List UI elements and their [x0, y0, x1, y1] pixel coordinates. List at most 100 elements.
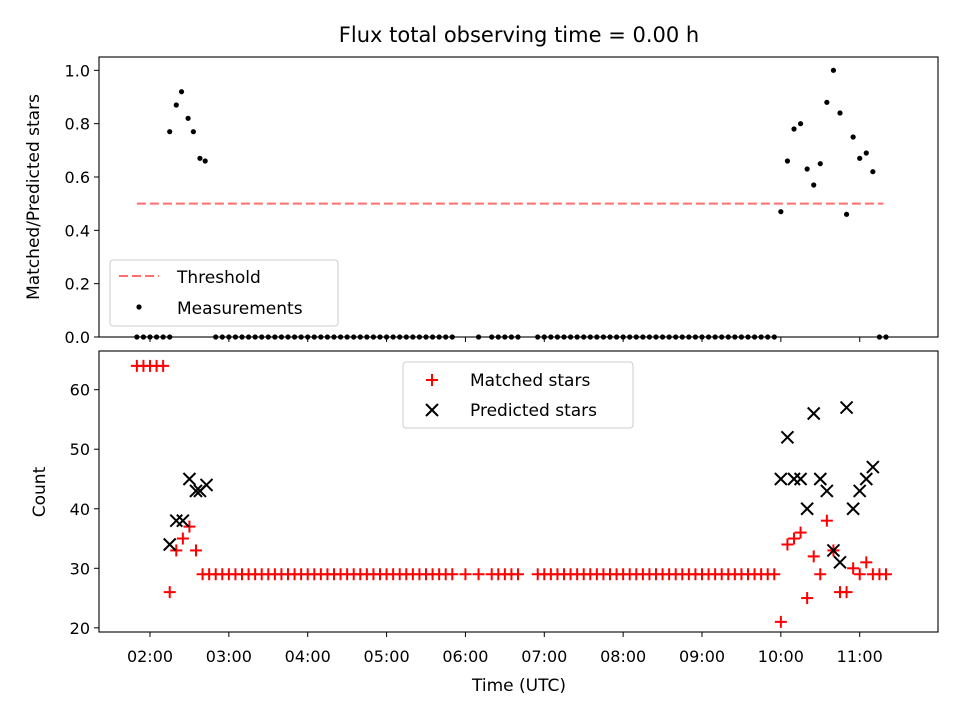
measurement-point	[784, 158, 791, 164]
measurement-point	[178, 89, 185, 95]
matched-point	[183, 520, 196, 533]
predicted-point	[859, 472, 873, 486]
count-legend: Matched stars Predicted stars	[402, 361, 634, 429]
predicted-point	[839, 400, 854, 415]
matched-point	[774, 615, 787, 628]
ratio-y-tick-label: 1.0	[65, 61, 90, 80]
legend-measurements-marker	[136, 304, 142, 310]
x-tick-label: 07:00	[521, 647, 567, 666]
ratio-panel: 0.0 0.2 0.4 0.6 0.8 1.0 Matched/Predicted sta…	[24, 56, 939, 347]
matched-point	[880, 568, 892, 581]
x-tick-label: 02:00	[127, 647, 173, 666]
measurement-point	[850, 134, 856, 140]
legend-measurements-label: Measurements	[177, 299, 303, 319]
measurement-point	[185, 115, 191, 121]
matched-point	[840, 586, 853, 599]
matched-point	[820, 514, 833, 527]
count-y-axis-label: Count	[30, 466, 50, 517]
measurement-point	[173, 102, 179, 108]
count-panel: 20 30 40 50 60 02:00 03:00 04:00 05:00 06:00 07:0…	[30, 350, 939, 696]
measurement-point	[863, 150, 869, 156]
matched-point	[163, 586, 176, 599]
matched-point	[472, 568, 485, 581]
ratio-legend: Threshold Measurements	[109, 259, 339, 327]
predicted-point	[793, 472, 808, 486]
x-tick-label: 05:00	[364, 647, 410, 666]
measurement-point	[797, 121, 804, 127]
x-tick-label: 09:00	[679, 647, 725, 666]
matched-point	[781, 538, 794, 551]
x-tick-label: 06:00	[442, 647, 488, 666]
measurement-point	[778, 209, 784, 215]
measurement-point	[843, 211, 850, 217]
ratio-y-tick-label: 0.2	[65, 275, 90, 294]
count-y-tick-label: 20	[70, 619, 90, 638]
x-tick-label: 03:00	[206, 647, 252, 666]
x-tick-label: 10:00	[758, 647, 804, 666]
legend-matched-marker	[426, 374, 438, 386]
matched-point	[853, 568, 866, 581]
matched-point	[176, 532, 189, 545]
predicted-point	[189, 484, 203, 498]
matched-point	[814, 568, 827, 581]
predicted-point	[169, 513, 183, 528]
ratio-plot-frame	[98, 56, 939, 338]
matched-point	[794, 526, 807, 539]
x-tick-label: 04:00	[285, 647, 331, 666]
ratio-y-tick-label: 0.8	[65, 115, 90, 134]
matched-point	[170, 544, 183, 557]
matched-point	[847, 562, 860, 575]
matched-point	[801, 592, 814, 605]
predicted-point	[787, 472, 801, 486]
count-y-tick-label: 50	[70, 440, 90, 459]
measurement-point	[824, 99, 830, 105]
predicted-point	[199, 478, 214, 492]
count-legend-box	[402, 361, 634, 429]
matched-point	[512, 568, 524, 581]
matched-point	[157, 359, 170, 372]
matched-point	[807, 550, 820, 563]
predicted-point	[774, 472, 788, 486]
predicted-point	[163, 537, 177, 552]
measurement-point	[804, 166, 810, 172]
ratio-y-tick-label: 0.6	[65, 168, 90, 187]
legend-threshold-label: Threshold	[176, 268, 261, 288]
count-y-tick-label: 40	[70, 500, 90, 519]
matched-point	[860, 556, 873, 569]
measurement-point	[817, 161, 823, 167]
predicted-point	[826, 543, 841, 558]
matched-point	[788, 532, 800, 545]
ratio-y-tick-label: 0.0	[65, 328, 90, 347]
measurement-point	[857, 155, 863, 161]
measurement-point	[190, 129, 196, 135]
predicted-point	[176, 513, 190, 528]
x-axis-label: Time (UTC)	[471, 676, 566, 696]
count-plot-frame	[98, 350, 939, 633]
predicted-point	[813, 472, 827, 486]
matched-point	[446, 568, 459, 581]
legend-predicted-label: Predicted stars	[470, 401, 597, 421]
measurement-point	[837, 110, 843, 116]
predicted-point	[846, 502, 860, 516]
count-y-tick-label: 30	[70, 559, 90, 578]
x-tick-label: 11:00	[837, 647, 883, 666]
legend-matched-label: Matched stars	[470, 371, 590, 391]
matched-point	[768, 568, 781, 581]
ratio-legend-box	[109, 259, 339, 327]
chart-title: Flux total observing time = 0.00 h	[339, 23, 699, 47]
ratio-y-axis-label: Matched/Predicted stars	[24, 94, 44, 300]
predicted-point	[780, 430, 795, 445]
measurement-point	[870, 169, 876, 175]
measurement-point	[791, 126, 797, 132]
matched-point	[459, 568, 472, 581]
count-y-tick-label: 60	[70, 381, 90, 400]
x-tick-label: 08:00	[600, 647, 646, 666]
predicted-point	[866, 460, 880, 474]
measurement-point	[197, 155, 203, 161]
ratio-y-tick-label: 0.4	[65, 221, 90, 240]
predicted-point	[820, 484, 834, 498]
matched-point	[190, 544, 202, 557]
measurement-point	[167, 129, 173, 135]
measurement-point	[202, 158, 208, 164]
